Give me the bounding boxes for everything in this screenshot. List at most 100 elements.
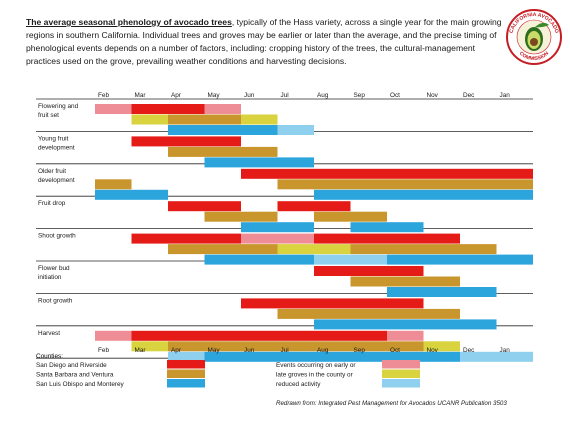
bar-sb bbox=[168, 114, 241, 125]
legend-variation-note: reduced activity bbox=[276, 381, 321, 388]
bar-slo-light bbox=[277, 125, 314, 135]
month-label-bottom: Jan bbox=[500, 347, 511, 354]
bar-sb bbox=[95, 179, 132, 190]
intro-paragraph: The average seasonal phenology of avocad… bbox=[26, 16, 506, 68]
bar-slo bbox=[387, 254, 533, 265]
bar-sb bbox=[168, 244, 278, 255]
bar-slo bbox=[241, 222, 314, 233]
event-label-line: Young fruit bbox=[38, 135, 69, 142]
month-label-bottom: Mar bbox=[135, 347, 147, 354]
event-label-line: fruit set bbox=[38, 112, 59, 119]
bar-sb-light bbox=[277, 244, 351, 255]
bar-sd-light bbox=[241, 233, 314, 244]
legend-swatch-slo bbox=[167, 379, 205, 388]
bar-sd-light bbox=[387, 330, 424, 341]
bar-sd-light bbox=[204, 104, 241, 114]
bar-slo bbox=[168, 125, 278, 135]
bar-sd bbox=[241, 298, 424, 309]
bar-sb-light bbox=[131, 114, 168, 125]
legend-swatch-slo-light bbox=[382, 379, 420, 388]
logo-bottom-text: COMMISSION bbox=[518, 50, 550, 62]
event-label-line: Harvest bbox=[38, 330, 60, 337]
month-label-bottom: Aug bbox=[317, 347, 329, 354]
month-label-bottom: Jun bbox=[244, 347, 255, 354]
bar-sd bbox=[131, 104, 205, 114]
bar-slo bbox=[204, 157, 314, 168]
bar-slo-light bbox=[168, 351, 205, 362]
bar-sb-light bbox=[423, 341, 460, 352]
month-label-bottom: May bbox=[208, 347, 221, 354]
bar-sb bbox=[168, 146, 278, 157]
california-avocado-commission-logo: CALIFORNIA AVOCADO COMMISSION bbox=[506, 9, 562, 65]
month-label-top: Dec bbox=[463, 92, 475, 99]
bar-sb-light bbox=[241, 114, 278, 125]
bar-sb bbox=[204, 211, 278, 222]
event-label-line: development bbox=[38, 144, 75, 151]
event-label-line: Flower bud bbox=[38, 265, 70, 272]
month-label-top: Jul bbox=[281, 92, 289, 99]
legend-swatch-sb-light bbox=[382, 369, 420, 378]
bar-sd-light bbox=[95, 330, 132, 341]
bar-sb bbox=[168, 341, 424, 352]
legend-swatch-sb bbox=[167, 369, 205, 378]
event-label: Flowering and fruit set bbox=[38, 103, 79, 119]
event-label-line: development bbox=[38, 177, 75, 184]
chart-labels: Feb Feb Mar Mar Apr Apr May May Jun Jun Jul Jul Aug A… bbox=[38, 92, 510, 354]
event-label-line: Fruit drop bbox=[38, 200, 66, 207]
month-label-top: Oct bbox=[390, 92, 400, 99]
bar-sd bbox=[277, 201, 351, 212]
bar-slo bbox=[314, 319, 497, 330]
event-label-line: Root growth bbox=[38, 297, 73, 304]
bar-slo bbox=[95, 189, 168, 200]
credit-line: Redrawn from: Integrated Pest Management… bbox=[276, 400, 507, 407]
legend-variation-note: late groves in the county or bbox=[276, 372, 354, 379]
legend-title: Counties: bbox=[36, 353, 63, 360]
bar-slo-light bbox=[460, 351, 533, 362]
month-label-top: May bbox=[208, 92, 221, 99]
legend-swatch-sd bbox=[167, 360, 205, 369]
legend: Counties: San Diego and Riverside Santa B… bbox=[36, 353, 420, 388]
bar-sb bbox=[350, 276, 460, 287]
intro-lead: The average seasonal phenology of avocad… bbox=[26, 17, 232, 27]
month-label-bottom: Apr bbox=[171, 347, 182, 354]
legend-label-sb: Santa Barbara and Ventura bbox=[36, 372, 114, 379]
event-label: Young fruit development bbox=[38, 135, 75, 151]
bar-sd bbox=[131, 136, 241, 147]
event-label-line: Shoot growth bbox=[38, 233, 76, 240]
event-label: Shoot growth bbox=[38, 233, 76, 240]
bar-slo bbox=[204, 254, 314, 265]
month-label-top: Sep bbox=[354, 92, 366, 99]
month-label-bottom: Sep bbox=[354, 347, 366, 354]
legend-label-slo: San Luis Obispo and Monterey bbox=[36, 381, 125, 388]
month-label-bottom: Dec bbox=[463, 347, 475, 354]
bar-sd bbox=[314, 266, 424, 276]
month-label-bottom: Jul bbox=[281, 347, 289, 354]
month-label-top: Jan bbox=[500, 92, 511, 99]
bar-sb bbox=[314, 211, 387, 222]
intro-body: , typically of the Hass variety, across … bbox=[26, 17, 502, 66]
bar-slo bbox=[204, 351, 460, 362]
bar-slo bbox=[350, 222, 424, 233]
bar-sb-light bbox=[131, 341, 168, 352]
month-label-bottom: Feb bbox=[98, 347, 109, 354]
bar-sd bbox=[241, 168, 533, 179]
event-label-line: Flowering and bbox=[38, 103, 79, 110]
event-label: Older fruit development bbox=[38, 168, 75, 184]
bar-slo bbox=[314, 189, 533, 200]
bar-slo bbox=[387, 287, 497, 297]
month-label-top: Feb bbox=[98, 92, 109, 99]
bar-sd bbox=[131, 233, 241, 244]
event-label-line: Older fruit bbox=[38, 168, 66, 175]
legend-variation-note: Events occurring on early or bbox=[276, 362, 356, 369]
bar-slo-light bbox=[314, 254, 387, 265]
month-label-top: Apr bbox=[171, 92, 182, 99]
month-label-top: Mar bbox=[135, 92, 147, 99]
bar-sb bbox=[277, 179, 533, 190]
bar-sb bbox=[350, 244, 497, 255]
month-label-bottom: Oct bbox=[390, 347, 400, 354]
event-label-line: initiation bbox=[38, 274, 62, 281]
bar-sb bbox=[277, 308, 460, 319]
event-label: Fruit drop bbox=[38, 200, 66, 207]
chart-bars bbox=[95, 104, 533, 362]
